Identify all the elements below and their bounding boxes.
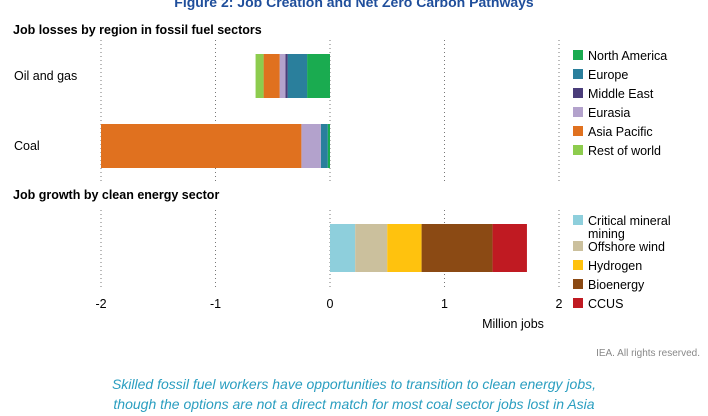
legend-label-0-3: Eurasia (588, 106, 630, 120)
bar-0-0-asia-pacific (263, 54, 280, 98)
panel-title-1: Job growth by clean energy sector (13, 188, 219, 202)
bar-1-0-ccus (492, 224, 527, 272)
x-tick-label-4: 2 (556, 297, 563, 311)
legend-label-1-0: Critical mineral (588, 214, 671, 228)
legend-label-1-1: Offshore wind (588, 240, 665, 254)
bar-1-0-bioenergy (421, 224, 493, 272)
panel-title-0: Job losses by region in fossil fuel sect… (13, 23, 262, 37)
bar-0-0-middle-east (285, 54, 288, 98)
x-tick-label-1: -1 (210, 297, 221, 311)
legend-swatch-1-4 (573, 298, 583, 308)
legend-swatch-0-3 (573, 107, 583, 117)
bar-0-0-rest-of-world (255, 54, 264, 98)
x-axis-label: Million jobs (482, 317, 544, 331)
legend-swatch-0-1 (573, 69, 583, 79)
caption-line-2: though the options are not a direct matc… (113, 396, 595, 412)
legend-swatch-0-4 (573, 126, 583, 136)
legend-swatch-0-5 (573, 145, 583, 155)
legend-swatch-1-0 (573, 215, 583, 225)
legend-label-1-3: Bioenergy (588, 278, 645, 292)
x-tick-label-2: 0 (327, 297, 334, 311)
legend-swatch-1-3 (573, 279, 583, 289)
category-label-0-0: Oil and gas (14, 69, 77, 83)
legend-swatch-0-2 (573, 88, 583, 98)
legend-label-0-2: Middle East (588, 87, 654, 101)
legend-label-0-4: Asia Pacific (588, 125, 653, 139)
legend-label-1-0-cont: mining (588, 227, 625, 241)
x-tick-label-3: 1 (441, 297, 448, 311)
bar-0-1-north-america (327, 124, 330, 168)
bar-1-0-hydrogen (387, 224, 422, 272)
bar-0-0-eurasia (279, 54, 286, 98)
category-label-0-1: Coal (14, 139, 40, 153)
bar-0-0-north-america (307, 54, 330, 98)
bar-0-1-asia-pacific (101, 124, 302, 168)
legend-label-1-4: CCUS (588, 297, 623, 311)
bar-1-0-critical-mineral-mining (330, 224, 356, 272)
legend-label-0-5: Rest of world (588, 144, 661, 158)
legend-label-0-1: Europe (588, 68, 628, 82)
bar-1-0-offshore-wind (355, 224, 388, 272)
bar-0-1-eurasia (301, 124, 321, 168)
legend-swatch-0-0 (573, 50, 583, 60)
legend-swatch-1-2 (573, 260, 583, 270)
figure-title: Figure 2: Job Creation and Net Zero Carb… (174, 0, 534, 10)
source-note: IEA. All rights reserved. (596, 348, 700, 359)
caption-line-1: Skilled fossil fuel workers have opportu… (111, 376, 597, 392)
bar-0-1-europe (320, 124, 328, 168)
bar-0-0-europe (287, 54, 308, 98)
legend-label-0-0: North America (588, 49, 667, 63)
legend-swatch-1-1 (573, 241, 583, 251)
legend-label-1-2: Hydrogen (588, 259, 642, 273)
x-tick-label-0: -2 (95, 297, 106, 311)
